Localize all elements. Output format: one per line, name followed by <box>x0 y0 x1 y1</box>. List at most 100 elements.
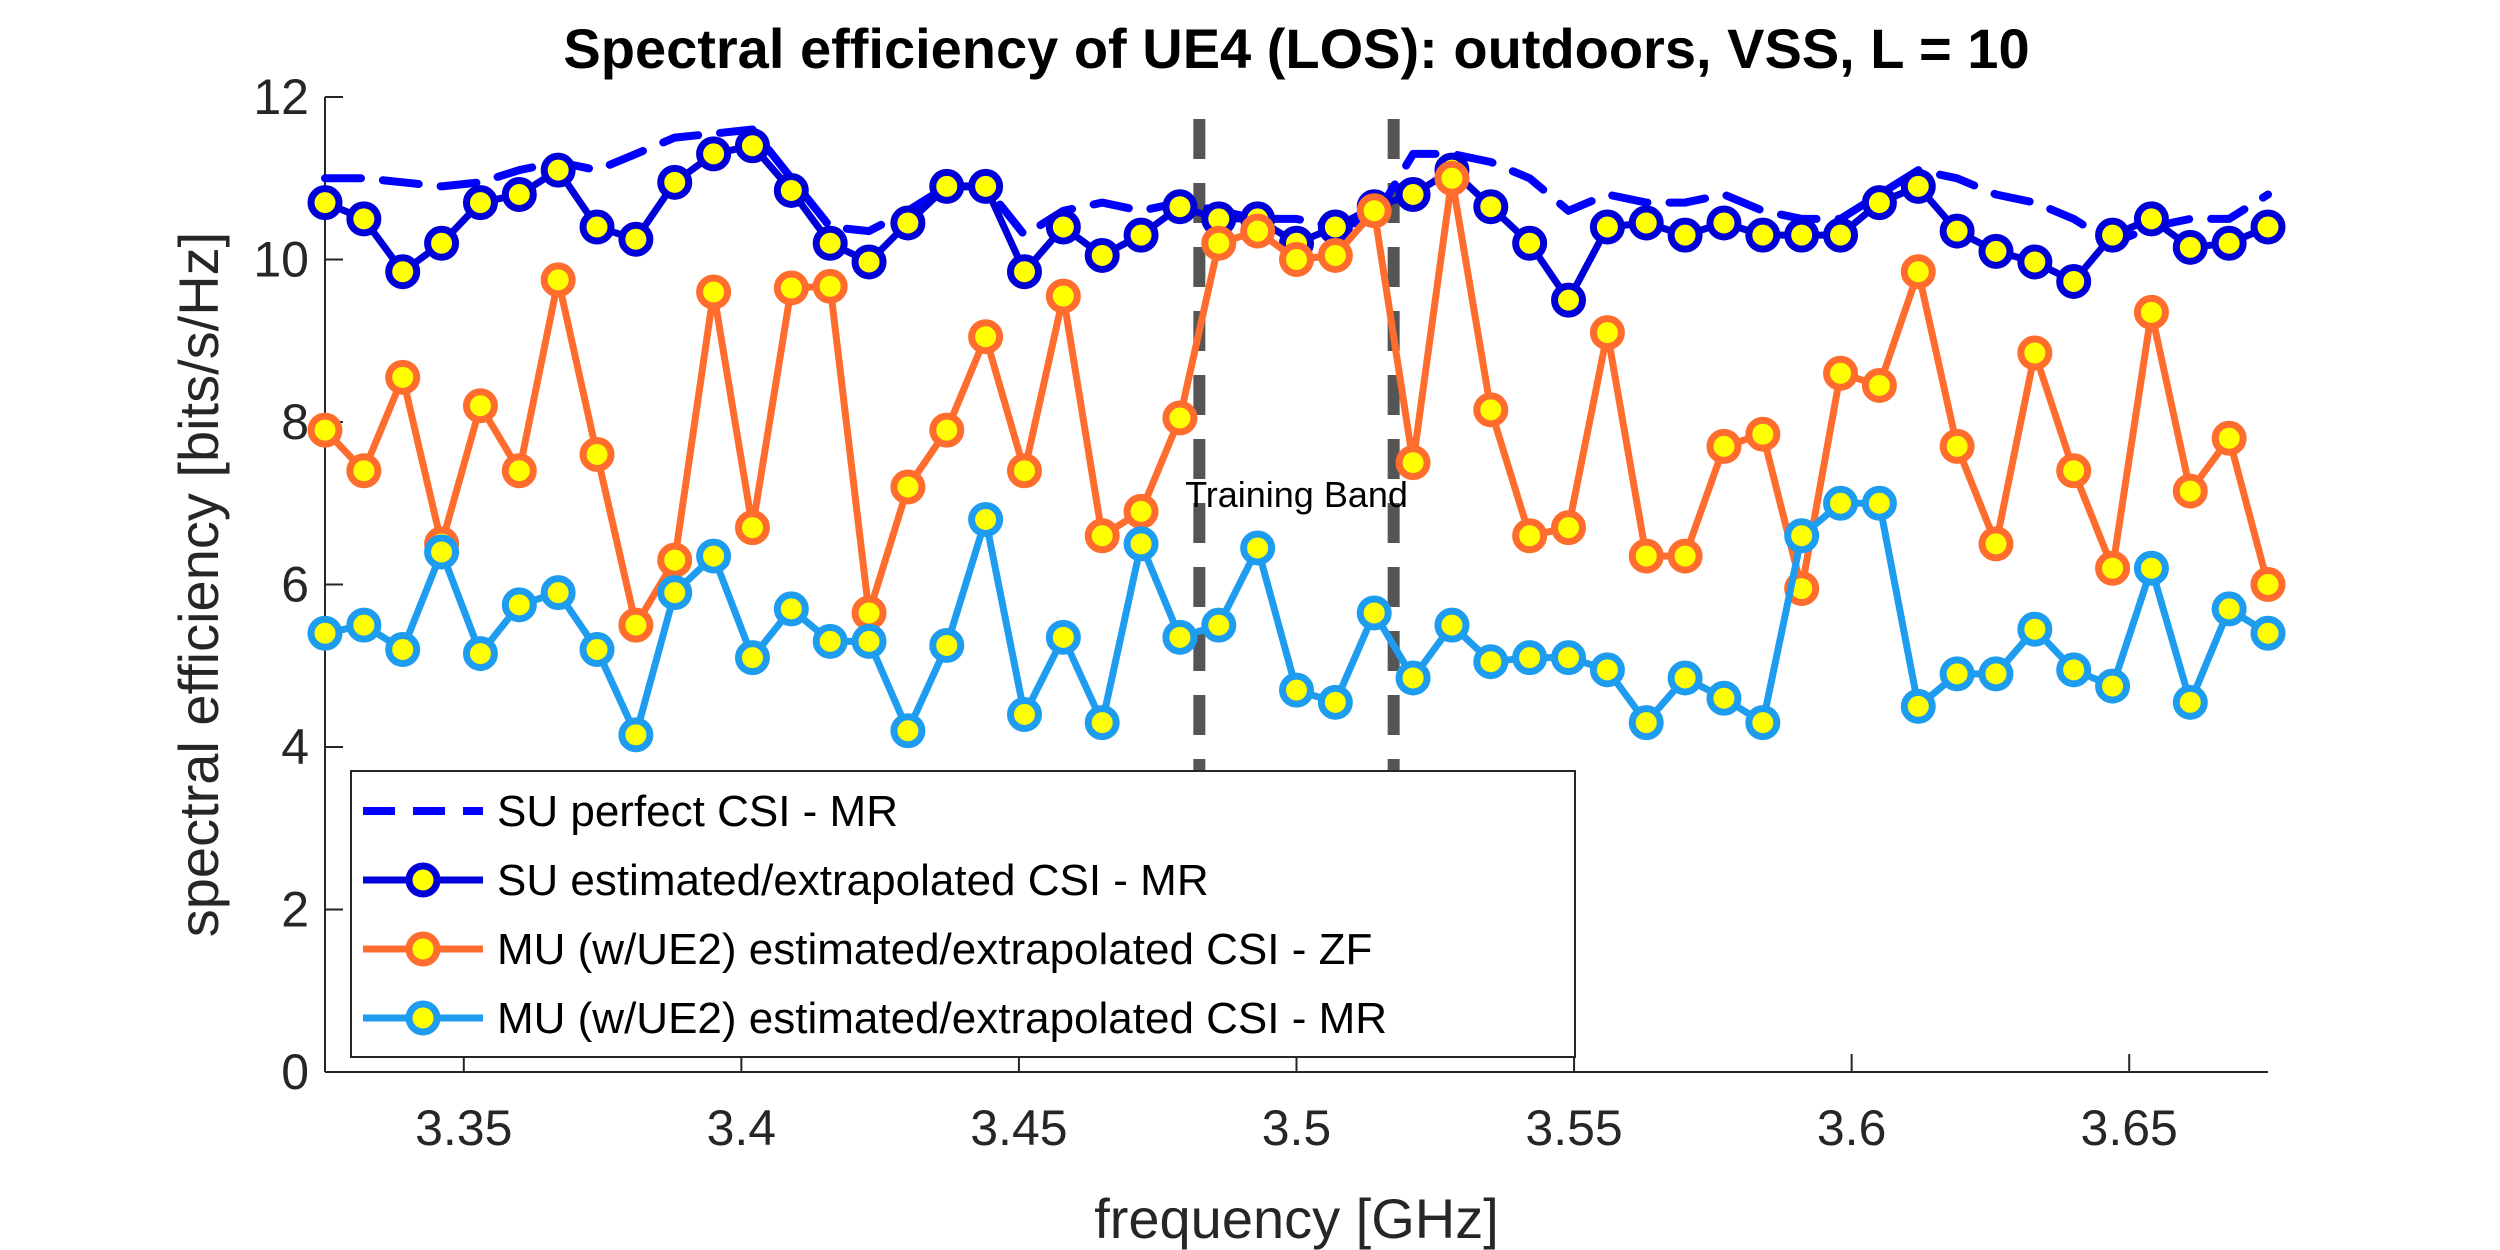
data-point <box>2250 615 2286 651</box>
legend-swatch-marker <box>405 862 441 898</box>
data-point <box>1978 526 2014 562</box>
data-point <box>1162 400 1198 436</box>
data-point <box>1201 225 1237 261</box>
legend-label: SU perfect CSI - MR <box>497 787 898 836</box>
data-point <box>1823 355 1859 391</box>
data-point <box>1084 518 1120 554</box>
data-point <box>2211 420 2247 456</box>
data-point <box>2056 652 2092 688</box>
series-4 <box>307 485 2286 753</box>
data-point <box>657 542 693 578</box>
data-point <box>462 636 498 672</box>
data-point <box>1473 189 1509 225</box>
data-point <box>851 244 887 280</box>
data-point <box>1395 445 1431 481</box>
data-point <box>1006 254 1042 290</box>
data-point <box>734 640 770 676</box>
y-tick-label: 12 <box>253 69 309 125</box>
data-point <box>851 623 887 659</box>
data-point <box>1279 672 1314 708</box>
y-axis-label: spectral efficiency [bits/s/Hz] <box>167 232 230 937</box>
data-point <box>1589 315 1625 351</box>
data-point <box>1551 282 1587 318</box>
x-tick-label: 3.55 <box>1525 1100 1622 1156</box>
data-point <box>2133 201 2169 237</box>
legend-label: MU (w/UE2) estimated/extrapolated CSI - … <box>497 994 1387 1043</box>
legend-box <box>350 770 1576 1058</box>
data-point <box>1745 217 1781 253</box>
data-point <box>773 591 809 627</box>
data-point <box>346 607 382 643</box>
data-point <box>1745 416 1781 452</box>
data-point <box>1162 189 1198 225</box>
data-point <box>1939 213 1975 249</box>
data-point <box>812 268 848 304</box>
data-point <box>1861 485 1897 521</box>
data-point <box>540 262 576 298</box>
data-point <box>2250 567 2286 602</box>
data-point <box>2172 229 2208 265</box>
data-point <box>1784 217 1820 253</box>
data-point <box>696 538 732 574</box>
data-point <box>579 437 615 472</box>
data-point <box>734 510 770 546</box>
data-point <box>2056 453 2092 489</box>
data-point <box>968 502 1004 537</box>
data-point <box>1589 209 1625 245</box>
data-point <box>1628 705 1664 741</box>
data-point <box>1861 185 1897 221</box>
data-point <box>501 453 537 489</box>
data-point <box>1784 518 1820 554</box>
data-point <box>1123 526 1159 562</box>
data-point <box>657 575 693 611</box>
data-point <box>1900 254 1936 290</box>
data-point <box>2133 294 2169 330</box>
y-tick-label: 2 <box>281 882 309 938</box>
data-point <box>1512 518 1548 554</box>
data-point <box>1900 168 1936 204</box>
data-point <box>1861 367 1897 403</box>
data-point <box>1706 428 1742 464</box>
data-point <box>1084 705 1120 741</box>
data-point <box>1551 640 1587 676</box>
data-point <box>1706 205 1742 241</box>
data-point <box>618 221 654 257</box>
y-tick-label: 0 <box>281 1044 309 1100</box>
data-point <box>1823 217 1859 253</box>
data-point <box>1667 660 1703 696</box>
data-point <box>2056 263 2092 299</box>
data-point <box>385 359 421 395</box>
data-point <box>1551 510 1587 546</box>
data-point <box>968 168 1004 204</box>
data-point <box>696 274 732 310</box>
data-point <box>929 627 965 663</box>
training-band-label: Training Band <box>1185 474 1408 515</box>
data-point <box>1240 530 1276 566</box>
y-tick-label: 6 <box>281 557 309 613</box>
data-point <box>2211 591 2247 627</box>
data-point <box>501 177 537 212</box>
x-axis-label: frequency [GHz] <box>1094 1187 1499 1250</box>
data-point <box>1395 660 1431 696</box>
data-point <box>773 270 809 306</box>
data-point <box>307 615 343 651</box>
data-point <box>2017 335 2053 371</box>
data-point <box>1900 688 1936 724</box>
data-point <box>1084 237 1120 273</box>
data-point <box>890 469 926 505</box>
data-point <box>1939 428 1975 464</box>
data-point <box>1201 607 1237 643</box>
data-point <box>346 453 382 489</box>
series-3 <box>307 160 2286 643</box>
data-point <box>929 412 965 448</box>
data-point <box>540 152 576 188</box>
data-point <box>2133 550 2169 586</box>
data-point <box>1667 217 1703 253</box>
data-point <box>851 595 887 631</box>
data-point <box>346 201 382 237</box>
y-tick-label: 8 <box>281 394 309 450</box>
legend: SU perfect CSI - MR SU estimated/extrapol… <box>350 770 1576 1058</box>
data-point <box>929 168 965 204</box>
legend-item: MU (w/UE2) estimated/extrapolated CSI - … <box>363 994 1387 1043</box>
